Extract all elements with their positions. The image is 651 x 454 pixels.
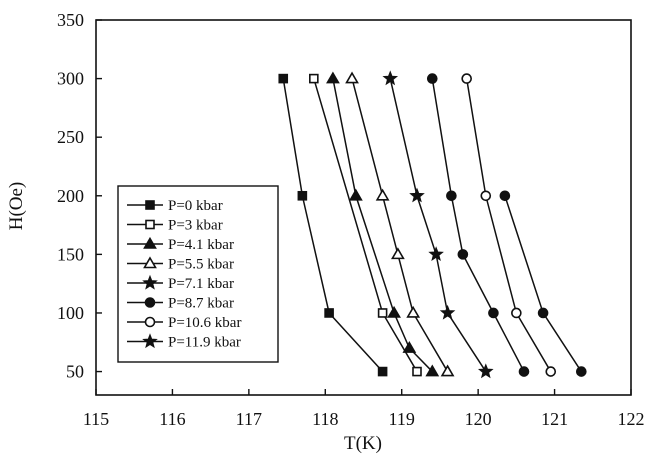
data-point xyxy=(425,364,440,377)
legend-marker xyxy=(145,200,155,210)
data-point xyxy=(348,188,363,201)
x-tick-label: 121 xyxy=(541,409,568,429)
data-point xyxy=(309,73,319,84)
x-axis-ticks: 115 116 117 118 119 120 121 122 xyxy=(83,389,645,429)
data-point xyxy=(518,366,530,377)
legend-label: P=3 kbar xyxy=(168,218,223,234)
legend-marker xyxy=(145,219,155,230)
data-point xyxy=(480,190,492,202)
series-1 xyxy=(278,73,388,377)
data-point xyxy=(324,308,334,318)
x-tick-label: 118 xyxy=(312,409,338,429)
legend-item: P=11.9 kbar xyxy=(127,333,241,351)
series-line xyxy=(504,195,582,372)
y-tick-label: 100 xyxy=(57,303,84,323)
data-point xyxy=(439,304,456,320)
data-point xyxy=(499,190,511,202)
data-point xyxy=(326,71,340,84)
series-line xyxy=(332,78,433,373)
series-line xyxy=(389,78,487,372)
data-point xyxy=(377,366,388,377)
data-point xyxy=(402,341,417,353)
data-point xyxy=(461,73,472,84)
legend-item: P=3 kbar xyxy=(127,218,223,234)
series-line xyxy=(431,78,525,372)
series-6 xyxy=(426,73,530,377)
x-tick-label: 120 xyxy=(465,409,492,429)
data-point xyxy=(377,308,388,318)
data-point xyxy=(428,246,444,262)
data-point xyxy=(406,305,421,318)
y-axis-ticks: 50 100 150 200 250 300 350 xyxy=(57,10,102,382)
data-point xyxy=(278,73,289,84)
series-line xyxy=(465,78,552,372)
x-tick-label: 117 xyxy=(236,409,262,429)
legend-item: P=4.1 kbar xyxy=(127,236,234,253)
legend-label: P=5.5 kbar xyxy=(168,257,234,273)
data-point xyxy=(391,247,405,260)
data-point xyxy=(382,70,399,86)
data-point xyxy=(412,366,422,377)
series-7 xyxy=(461,73,557,377)
legend: P=0 kbar P=3 kbar P=4.1 kbar P=5.5 kbar P=7.… xyxy=(117,185,279,363)
y-tick-label: 150 xyxy=(57,244,84,264)
x-tick-label: 122 xyxy=(618,409,645,429)
legend-marker xyxy=(144,297,156,308)
legend-marker xyxy=(144,316,156,328)
legend-item: P=7.1 kbar xyxy=(127,274,234,292)
series-layer xyxy=(278,70,587,379)
series-4 xyxy=(345,71,455,377)
legend-marker xyxy=(142,333,158,349)
x-tick-label: 116 xyxy=(159,409,185,429)
y-axis-title: H(Oe) xyxy=(6,182,27,231)
legend-item: P=10.6 kbar xyxy=(127,315,241,331)
legend-label: P=7.1 kbar xyxy=(168,276,234,292)
series-5 xyxy=(382,70,494,379)
data-point xyxy=(345,71,359,84)
data-point xyxy=(576,366,587,377)
data-point xyxy=(446,190,457,202)
legend-box xyxy=(117,185,279,363)
series-line xyxy=(282,78,384,373)
x-tick-label: 119 xyxy=(389,409,415,429)
y-tick-label: 200 xyxy=(57,186,84,206)
data-point xyxy=(457,249,469,260)
data-point xyxy=(545,366,557,377)
data-point xyxy=(537,307,549,319)
y-tick-label: 50 xyxy=(66,362,84,382)
legend-item: P=5.5 kbar xyxy=(127,256,234,273)
data-point xyxy=(297,190,308,201)
legend-marker xyxy=(142,274,158,290)
legend-label: P=4.1 kbar xyxy=(168,237,234,253)
plot-frame xyxy=(95,19,632,396)
legend-item: P=8.7 kbar xyxy=(127,296,234,312)
y-tick-label: 350 xyxy=(57,10,84,30)
data-point xyxy=(409,187,425,203)
legend-item: P=0 kbar xyxy=(127,198,223,214)
series-3 xyxy=(326,71,440,377)
legend-label: P=0 kbar xyxy=(168,198,223,214)
legend-label: P=8.7 kbar xyxy=(168,296,234,312)
x-tick-label: 115 xyxy=(83,409,109,429)
legend-label: P=10.6 kbar xyxy=(168,315,241,331)
legend-label: P=11.9 kbar xyxy=(168,335,241,351)
data-point xyxy=(375,188,390,201)
y-tick-label: 250 xyxy=(57,127,84,147)
series-8 xyxy=(499,190,587,377)
y-tick-label: 300 xyxy=(57,69,84,89)
legend-marker xyxy=(143,256,157,269)
data-point xyxy=(387,305,401,318)
x-axis-title: T(K) xyxy=(344,433,382,454)
legend-marker xyxy=(143,236,157,249)
data-point xyxy=(511,307,522,319)
data-point xyxy=(440,364,455,377)
data-point xyxy=(477,363,494,379)
data-point xyxy=(488,307,499,319)
data-point xyxy=(426,73,438,84)
